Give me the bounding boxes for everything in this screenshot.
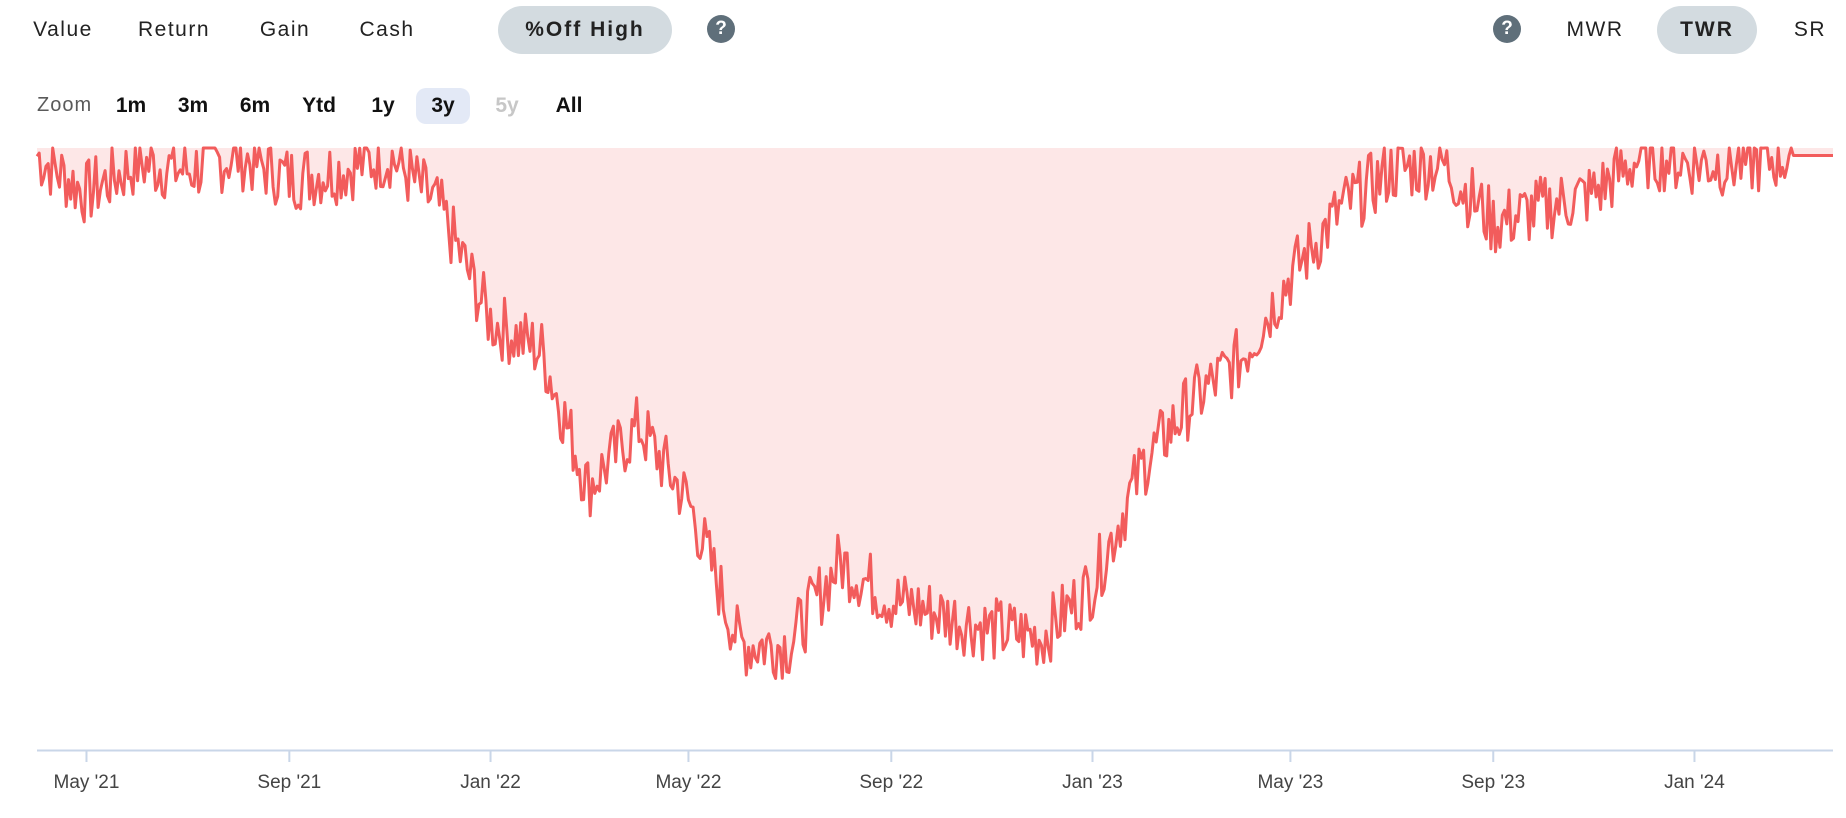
- x-tick-label: May '22: [655, 772, 721, 793]
- data-point[interactable]: [1439, 160, 1445, 166]
- data-point[interactable]: [737, 642, 743, 648]
- data-point[interactable]: [1187, 401, 1193, 407]
- data-point[interactable]: [1339, 205, 1345, 211]
- off-high-chart: May '21 Sep '21 Jan '22 May '22 Sep '22 Jan '…: [34, 146, 1833, 793]
- data-point[interactable]: [1692, 160, 1698, 166]
- zoom-1y[interactable]: 1y: [371, 94, 395, 117]
- plot-area: [34, 146, 1833, 680]
- data-point[interactable]: [387, 153, 393, 159]
- data-point[interactable]: [685, 499, 691, 505]
- zoom-all[interactable]: All: [555, 94, 583, 117]
- data-point[interactable]: [1287, 273, 1293, 279]
- data-point[interactable]: [1540, 205, 1546, 211]
- tab-return[interactable]: Return: [137, 18, 211, 41]
- series-area: [37, 148, 1833, 679]
- data-point[interactable]: [1591, 190, 1597, 196]
- tab-cash[interactable]: Cash: [359, 18, 415, 41]
- data-point[interactable]: [1141, 461, 1147, 467]
- x-tick-label: Jan '22: [460, 772, 521, 793]
- data-point[interactable]: [135, 160, 141, 166]
- zoom-3m[interactable]: 3m: [177, 94, 209, 117]
- zoom-3y[interactable]: 3y: [416, 88, 470, 124]
- zoom-1m[interactable]: 1m: [115, 94, 147, 117]
- mode-sr[interactable]: SR: [1793, 18, 1827, 41]
- tab-gain[interactable]: Gain: [259, 18, 311, 41]
- data-point[interactable]: [235, 153, 241, 159]
- x-axis-ticks: May '21 Sep '21 Jan '22 May '22 Sep '22 Jan '…: [54, 750, 1725, 793]
- data-point[interactable]: [539, 348, 545, 354]
- data-point[interactable]: [636, 423, 642, 429]
- data-point[interactable]: [184, 168, 190, 174]
- mode-twr[interactable]: TWR: [1657, 6, 1757, 54]
- x-tick-label: Jan '23: [1062, 772, 1123, 793]
- zoom-6m[interactable]: 6m: [239, 94, 271, 117]
- data-point[interactable]: [1038, 634, 1044, 640]
- data-point[interactable]: [336, 168, 342, 174]
- data-point[interactable]: [84, 190, 90, 196]
- data-point[interactable]: [888, 597, 894, 603]
- tab-off-high[interactable]: %Off High: [498, 6, 672, 54]
- data-point[interactable]: [1640, 153, 1646, 159]
- x-tick-label: Sep '21: [257, 772, 321, 793]
- data-point[interactable]: [1743, 160, 1749, 166]
- data-point[interactable]: [786, 642, 792, 648]
- series-line: [35, 146, 1833, 680]
- zoom-ytd[interactable]: Ytd: [302, 94, 336, 117]
- x-tick-label: Jan '24: [1664, 772, 1725, 793]
- return-help-icon[interactable]: ?: [1493, 15, 1521, 43]
- data-point[interactable]: [1238, 356, 1244, 362]
- data-point[interactable]: [1490, 220, 1496, 226]
- data-point[interactable]: [34, 153, 40, 159]
- top-toolbar: Value Return Gain Cash %Off High ? ? MWR…: [0, 0, 1846, 62]
- x-tick-label: May '21: [54, 772, 120, 793]
- data-point[interactable]: [1790, 153, 1796, 159]
- data-point[interactable]: [938, 612, 944, 618]
- zoom-label: Zoom: [37, 94, 93, 116]
- zoom-bar: Zoom 1m 3m 6m Ytd 1y 3y 5y All: [0, 84, 700, 128]
- data-point[interactable]: [585, 484, 591, 490]
- x-tick-label: Sep '22: [859, 772, 923, 793]
- tab-value[interactable]: Value: [33, 18, 93, 41]
- x-tick-label: Sep '23: [1461, 772, 1525, 793]
- zoom-5y: 5y: [495, 94, 519, 117]
- data-point[interactable]: [436, 205, 442, 211]
- data-point[interactable]: [286, 175, 292, 181]
- data-point[interactable]: [837, 559, 843, 565]
- mode-mwr[interactable]: MWR: [1566, 18, 1624, 41]
- x-tick-label: May '23: [1257, 772, 1323, 793]
- data-point[interactable]: [488, 318, 494, 324]
- help-icon[interactable]: ?: [707, 15, 735, 43]
- data-point[interactable]: [1090, 581, 1096, 587]
- data-point[interactable]: [1388, 168, 1394, 174]
- data-point[interactable]: [989, 627, 995, 633]
